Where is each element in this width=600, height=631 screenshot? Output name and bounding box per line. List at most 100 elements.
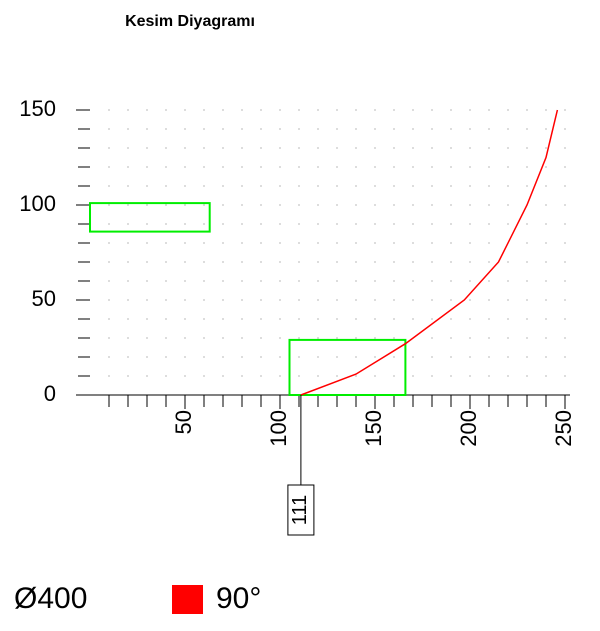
y-tick-label: 0 bbox=[44, 381, 56, 406]
grid-dot bbox=[526, 166, 528, 168]
grid-dot bbox=[526, 147, 528, 149]
grid-dot bbox=[469, 299, 471, 301]
grid-dot bbox=[184, 337, 186, 339]
grid-dot bbox=[355, 299, 357, 301]
grid-dot bbox=[279, 204, 281, 206]
grid-dot bbox=[146, 318, 148, 320]
grid-dot bbox=[412, 147, 414, 149]
grid-dot bbox=[412, 356, 414, 358]
grid-dot bbox=[260, 109, 262, 111]
grid-dot bbox=[545, 299, 547, 301]
grid-dot bbox=[431, 318, 433, 320]
grid-dot bbox=[165, 185, 167, 187]
grid-dot bbox=[222, 223, 224, 225]
grid-dot bbox=[355, 128, 357, 130]
grid-dot bbox=[355, 318, 357, 320]
grid-dot bbox=[241, 147, 243, 149]
grid-dot bbox=[488, 147, 490, 149]
grid-dot bbox=[374, 242, 376, 244]
curve bbox=[300, 109, 559, 396]
grid-dot bbox=[222, 375, 224, 377]
grid-dot bbox=[203, 109, 205, 111]
grid-dot bbox=[431, 299, 433, 301]
grid-dot bbox=[317, 166, 319, 168]
grid-dot bbox=[279, 185, 281, 187]
grid-dot bbox=[393, 299, 395, 301]
grid-dot bbox=[108, 280, 110, 282]
grid-dot bbox=[108, 128, 110, 130]
grid-dot bbox=[108, 223, 110, 225]
grid-dot bbox=[260, 356, 262, 358]
grid-dot bbox=[564, 280, 566, 282]
grid-dot bbox=[241, 109, 243, 111]
grid-dot bbox=[450, 223, 452, 225]
grid-dot bbox=[545, 356, 547, 358]
grid-dot bbox=[203, 166, 205, 168]
grid-dot bbox=[393, 204, 395, 206]
grid-dot bbox=[203, 147, 205, 149]
grid-dot bbox=[222, 280, 224, 282]
grid-dot bbox=[507, 375, 509, 377]
grid-dot bbox=[165, 204, 167, 206]
grid-dot bbox=[431, 166, 433, 168]
grid-dot bbox=[564, 109, 566, 111]
grid-dot bbox=[222, 318, 224, 320]
grid-dot bbox=[260, 204, 262, 206]
grid-dot bbox=[526, 261, 528, 263]
grid-dot bbox=[260, 185, 262, 187]
grid-dot bbox=[165, 318, 167, 320]
grid-dot bbox=[545, 109, 547, 111]
grid-dot bbox=[127, 318, 129, 320]
grid-dot bbox=[564, 356, 566, 358]
grid-dot bbox=[393, 280, 395, 282]
grid-dot bbox=[564, 128, 566, 130]
grid-dot bbox=[165, 356, 167, 358]
grid-dot bbox=[526, 185, 528, 187]
grid-dot bbox=[412, 166, 414, 168]
grid-dot bbox=[146, 375, 148, 377]
grid-dot bbox=[374, 128, 376, 130]
grid-dot bbox=[450, 147, 452, 149]
grid-dot bbox=[488, 109, 490, 111]
x-tick-label: 100 bbox=[266, 410, 291, 447]
grid-dot bbox=[526, 337, 528, 339]
grid-dot bbox=[469, 242, 471, 244]
grid-dot bbox=[488, 375, 490, 377]
grid-dot bbox=[393, 356, 395, 358]
grid-dot bbox=[260, 299, 262, 301]
grid-dot bbox=[450, 318, 452, 320]
grid-dot bbox=[165, 337, 167, 339]
grid-dot bbox=[165, 166, 167, 168]
grid-dot bbox=[450, 261, 452, 263]
grid-dot bbox=[336, 337, 338, 339]
grid-dot bbox=[241, 185, 243, 187]
grid-dot bbox=[184, 299, 186, 301]
grid-dot bbox=[412, 109, 414, 111]
grid-dot bbox=[317, 337, 319, 339]
grid-dot bbox=[488, 280, 490, 282]
grid-dot bbox=[469, 147, 471, 149]
grid-dot bbox=[526, 375, 528, 377]
x-tick-label: 200 bbox=[456, 410, 481, 447]
grid-dot bbox=[317, 223, 319, 225]
grid-dot bbox=[146, 109, 148, 111]
grid-dot bbox=[564, 147, 566, 149]
grid-dot bbox=[393, 185, 395, 187]
grid-dot bbox=[450, 166, 452, 168]
grid-dot bbox=[450, 204, 452, 206]
grid-dot bbox=[203, 280, 205, 282]
grid-dot bbox=[336, 375, 338, 377]
grid-dot bbox=[393, 337, 395, 339]
grid-dot bbox=[469, 204, 471, 206]
grid-dot bbox=[260, 166, 262, 168]
x-tick-label: 150 bbox=[361, 410, 386, 447]
grid-dot bbox=[488, 185, 490, 187]
grid-dot bbox=[127, 242, 129, 244]
grid-dot bbox=[355, 375, 357, 377]
grid-dot bbox=[564, 318, 566, 320]
grid-dot bbox=[450, 185, 452, 187]
grid-dot bbox=[374, 375, 376, 377]
grid-dot bbox=[184, 223, 186, 225]
grid-dot bbox=[507, 204, 509, 206]
grid-dot bbox=[545, 147, 547, 149]
